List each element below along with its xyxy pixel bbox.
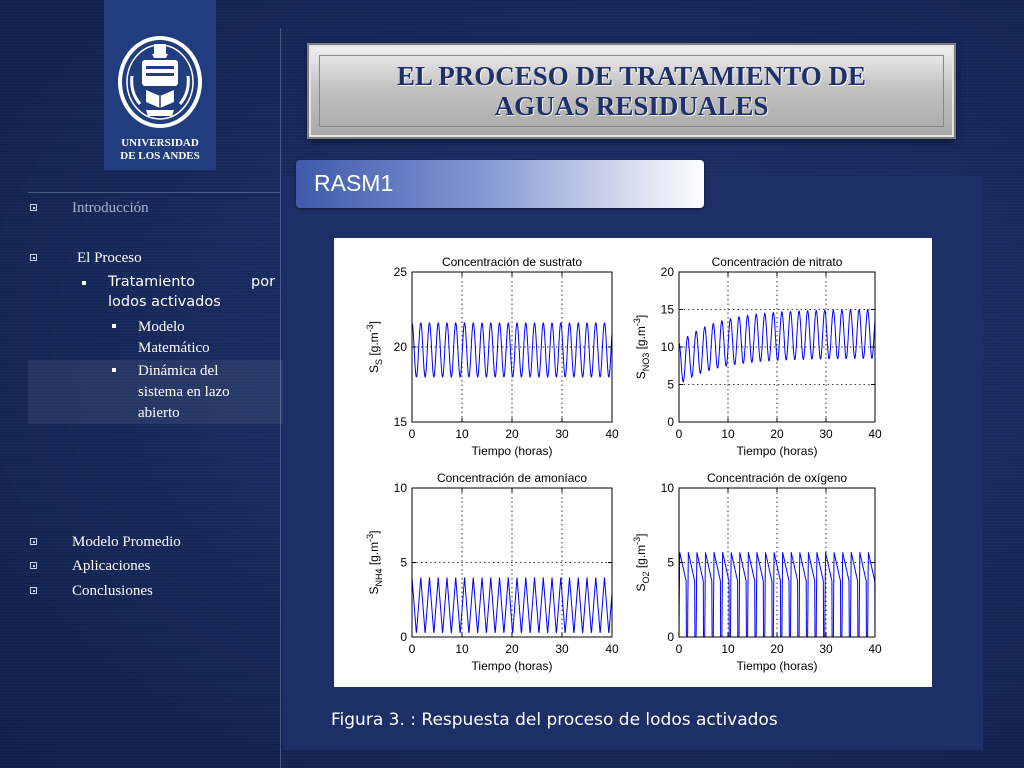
x-tick-label: 10 (721, 642, 735, 656)
bullet-square-icon (112, 324, 116, 328)
nav-active-highlight (28, 360, 283, 424)
title-banner: EL PROCESO DE TRATAMIENTO DE AGUAS RESID… (309, 45, 954, 137)
nav-subitem-sistema[interactable]: sistema en lazo (138, 384, 230, 400)
bullet-square-icon (82, 281, 86, 285)
x-axis-label: Tiempo (horas) (737, 444, 818, 458)
y-tick-label: 5 (400, 556, 407, 570)
nav-subitem-tratamiento-por[interactable]: por (251, 274, 276, 290)
bullet-icon (30, 204, 37, 211)
y-tick-label: 20 (661, 265, 675, 279)
y-axis-label: SS [g.m-3] (365, 321, 384, 373)
x-tick-label: 0 (409, 642, 416, 656)
section-header-label: RASM1 (314, 170, 394, 196)
chart-title: Concentración de sustrato (442, 255, 582, 269)
y-tick-label: 10 (661, 481, 675, 495)
divider-vertical (280, 28, 281, 768)
series-line (411, 577, 613, 633)
page-title: EL PROCESO DE TRATAMIENTO DE AGUAS RESID… (397, 61, 866, 121)
nav-subitem-matematico[interactable]: Matemático (138, 340, 210, 356)
series-line (678, 308, 876, 383)
y-tick-label: 0 (667, 415, 674, 429)
nav-item-modelo-promedio[interactable]: Modelo Promedio (72, 534, 181, 550)
y-tick-label: 0 (400, 630, 407, 644)
chart-title: Concentración de oxígeno (707, 471, 847, 485)
y-tick-label: 10 (394, 481, 408, 495)
y-tick-label: 20 (394, 340, 408, 354)
x-tick-label: 30 (555, 427, 569, 441)
x-tick-label: 40 (868, 427, 882, 441)
university-seal-icon (118, 36, 202, 128)
bullet-icon (30, 587, 37, 594)
title-line-1: EL PROCESO DE TRATAMIENTO DE (396, 61, 867, 91)
divider-horizontal (28, 192, 280, 193)
bullet-icon (30, 254, 37, 261)
logo-line-2: DE LOS ANDES (120, 150, 200, 162)
series-line (411, 322, 613, 378)
bullet-icon (30, 562, 37, 569)
x-tick-label: 30 (555, 642, 569, 656)
x-tick-label: 20 (505, 642, 519, 656)
x-tick-label: 40 (605, 642, 619, 656)
x-tick-label: 0 (676, 642, 683, 656)
nav-subitem-tratamiento-lodos[interactable]: lodos activados (108, 294, 221, 310)
chart-title: Concentración de amoníaco (437, 471, 587, 485)
university-logo: UNIVERSIDAD DE LOS ANDES (104, 0, 216, 170)
logo-line-1: UNIVERSIDAD (121, 137, 199, 149)
series-line (678, 552, 876, 638)
bullet-icon (30, 538, 37, 545)
y-tick-label: 25 (394, 265, 408, 279)
nav-subitem-tratamiento[interactable]: Tratamiento (108, 274, 195, 290)
x-tick-label: 40 (868, 642, 882, 656)
y-tick-label: 0 (667, 630, 674, 644)
x-tick-label: 10 (721, 427, 735, 441)
x-tick-label: 20 (770, 642, 784, 656)
x-axis-label: Tiempo (horas) (737, 659, 818, 673)
bullet-square-icon (112, 368, 116, 372)
x-tick-label: 30 (819, 427, 833, 441)
x-tick-label: 30 (819, 642, 833, 656)
y-tick-label: 5 (667, 378, 674, 392)
y-tick-label: 15 (661, 303, 675, 317)
x-tick-label: 0 (409, 427, 416, 441)
x-tick-label: 40 (605, 427, 619, 441)
x-tick-label: 20 (505, 427, 519, 441)
y-tick-label: 10 (661, 340, 675, 354)
figure-caption: Figura 3. : Respuesta del proceso de lod… (331, 710, 778, 730)
x-tick-label: 0 (676, 427, 683, 441)
y-axis-label: SO2 [g.m-3] (632, 533, 651, 591)
y-axis-label: SNO3 [g.m-3] (632, 315, 651, 380)
nav-item-el-proceso[interactable]: El Proceso (77, 250, 142, 266)
y-tick-label: 5 (667, 556, 674, 570)
x-axis-label: Tiempo (horas) (472, 659, 553, 673)
nav-subitem-modelo[interactable]: Modelo (138, 319, 185, 335)
section-header-bar: RASM1 (296, 160, 704, 208)
x-tick-label: 20 (770, 427, 784, 441)
chart-title: Concentración de nitrato (712, 255, 843, 269)
x-axis-label: Tiempo (horas) (472, 444, 553, 458)
x-tick-label: 10 (455, 642, 469, 656)
figure-panel: 0 10 20 30 40 15 20 25 Concentración de sustrato… (334, 238, 932, 687)
nav-item-aplicaciones[interactable]: Aplicaciones (72, 558, 151, 574)
title-line-2: AGUAS RESIDUALES (494, 91, 769, 121)
y-axis-label: SNH4 [g.m-3] (365, 530, 384, 594)
nav-item-conclusiones[interactable]: Conclusiones (72, 583, 153, 599)
nav-item-introduccion[interactable]: Introducción (72, 200, 149, 216)
figure-charts: 0 10 20 30 40 15 20 25 Concentración de sustrato… (365, 255, 882, 673)
nav-subitem-abierto[interactable]: abierto (138, 405, 180, 421)
x-tick-label: 10 (455, 427, 469, 441)
y-tick-label: 15 (394, 415, 408, 429)
nav-subitem-dinamica[interactable]: Dinámica del (138, 363, 219, 379)
